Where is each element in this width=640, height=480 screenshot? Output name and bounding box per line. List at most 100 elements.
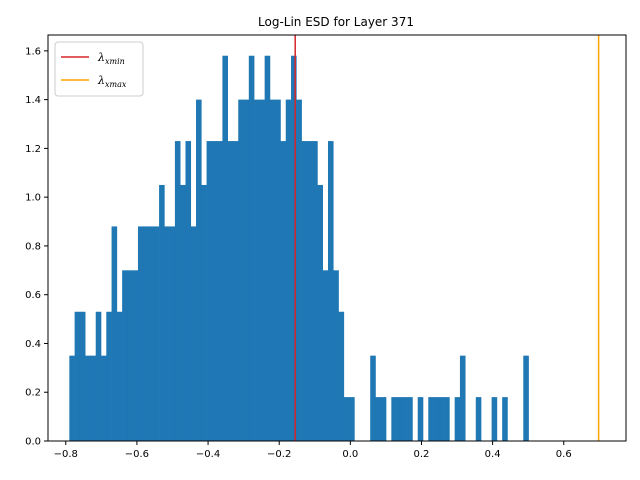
histogram-bar — [280, 141, 287, 441]
histogram-bar — [343, 397, 350, 441]
y-tick-label: 0.0 — [25, 437, 41, 448]
histogram-bar — [312, 141, 318, 441]
histogram-bar — [333, 270, 339, 441]
y-tick-label: 1.0 — [25, 193, 41, 204]
histogram-bar — [238, 99, 244, 442]
histogram-bar — [475, 397, 482, 441]
histogram-bar — [217, 141, 223, 441]
histogram-bar — [306, 141, 313, 441]
x-tick-label: 0.2 — [414, 449, 430, 460]
x-tick-label: 0.6 — [556, 449, 572, 460]
histogram-bar — [143, 226, 149, 441]
histogram-bar — [317, 184, 324, 441]
legend: λxmin λxmax — [54, 41, 144, 97]
histogram-bar — [222, 55, 228, 441]
histogram-bar — [85, 355, 91, 441]
x-tick-label: −0.8 — [54, 449, 78, 460]
y-tick-label: 1.6 — [25, 46, 41, 57]
y-tick-label: 0.2 — [25, 388, 41, 399]
chart-title: Log-Lin ESD for Layer 371 — [258, 15, 414, 29]
histogram-bar — [227, 141, 234, 441]
y-tick-label: 0.4 — [25, 339, 41, 350]
histogram-bar — [275, 99, 281, 442]
legend-label: λxmin — [97, 51, 125, 66]
histogram-bar — [116, 311, 123, 441]
x-tick-label: −0.2 — [267, 449, 291, 460]
histogram-bar — [69, 355, 75, 441]
histogram-bar — [459, 355, 466, 441]
x-tick-label: −0.6 — [125, 449, 149, 460]
threshold-lines — [294, 35, 600, 441]
histogram-bar — [174, 141, 181, 441]
histogram-bar — [106, 311, 112, 441]
histogram-bar — [159, 184, 165, 441]
histogram-bars — [69, 55, 529, 442]
legend-label: λxmax — [97, 74, 127, 89]
histogram-bar — [269, 99, 276, 442]
histogram-bar — [190, 226, 197, 441]
histogram-bar — [401, 397, 408, 441]
histogram-bar — [375, 397, 382, 441]
histogram-bar — [438, 397, 445, 441]
x-tick-label: −0.4 — [196, 449, 220, 460]
histogram-bar — [396, 397, 403, 441]
histogram-bar — [523, 355, 529, 441]
x-tick-label: 0.4 — [485, 449, 501, 460]
histogram-bar — [137, 226, 144, 441]
x-axis-ticks: −0.8 −0.6 −0.4 −0.2 0.0 0.2 0.4 0.6 — [54, 441, 572, 460]
histogram-bar — [206, 141, 213, 441]
histogram-bar — [248, 55, 255, 441]
histogram-bar — [101, 355, 107, 441]
x-tick-label: 0.0 — [342, 449, 358, 460]
histogram-bar — [349, 397, 355, 441]
histogram-bar — [370, 355, 376, 441]
histogram-bar — [327, 141, 334, 441]
axes-frame — [47, 34, 627, 442]
histogram-bar — [79, 311, 86, 441]
y-axis-ticks: 0.0 0.2 0.4 0.6 0.8 1.0 1.2 1.4 1.6 — [25, 46, 48, 448]
histogram-bar — [254, 99, 260, 442]
histogram-bar — [201, 184, 207, 441]
histogram-bar — [301, 141, 308, 441]
histogram-bar — [291, 55, 297, 441]
y-tick-label: 1.2 — [25, 144, 41, 155]
histogram-bar — [259, 99, 265, 442]
histogram-bar — [185, 141, 192, 441]
histogram-bar — [74, 311, 81, 441]
histogram-bar — [407, 397, 413, 441]
histogram-bar — [338, 311, 345, 441]
histogram-bar — [169, 226, 176, 441]
histogram-bar — [285, 99, 292, 442]
histogram-bar — [164, 226, 170, 441]
histogram-bar — [132, 270, 139, 441]
histogram-bar — [264, 55, 271, 441]
histogram-bar — [296, 99, 302, 442]
histogram-bar — [232, 141, 239, 441]
histogram-bar — [322, 270, 329, 441]
histogram-bar — [148, 226, 155, 441]
histogram-bar — [180, 184, 186, 441]
histogram-bar — [196, 99, 202, 442]
histogram-bar — [502, 397, 508, 441]
histogram-bar — [122, 270, 128, 441]
histogram-bar — [111, 226, 118, 441]
y-tick-label: 0.6 — [25, 290, 41, 301]
legend-box — [54, 41, 144, 97]
histogram-bar — [380, 397, 387, 441]
histogram-bar — [433, 397, 440, 441]
histogram-bar — [153, 226, 160, 441]
histogram-bar — [454, 397, 461, 441]
y-tick-label: 0.8 — [25, 241, 41, 252]
histogram-bar — [95, 311, 102, 441]
histogram-bar — [243, 99, 250, 442]
y-tick-label: 1.4 — [25, 95, 41, 106]
histogram-bar — [391, 397, 397, 441]
histogram-bar — [211, 141, 218, 441]
histogram-bar — [491, 397, 498, 441]
histogram-bar — [90, 355, 97, 441]
histogram-bar — [417, 397, 424, 441]
histogram-bar — [444, 397, 450, 441]
histogram-bar — [428, 397, 434, 441]
histogram-bar — [127, 270, 133, 441]
